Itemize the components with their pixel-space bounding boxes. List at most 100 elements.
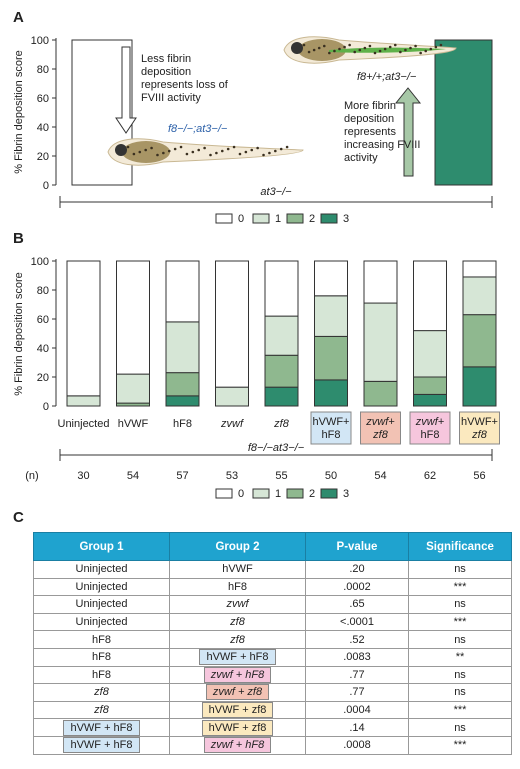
panel-b-legend-swatch	[320, 488, 338, 499]
panel-b-bar-segment	[314, 335, 348, 381]
panel-b-legend-label: 0	[238, 488, 244, 500]
down-arrow-icon	[115, 46, 137, 134]
panel-b-y-tick-label: 60	[37, 314, 49, 326]
panel-b-bar-segment	[215, 386, 249, 407]
fish-mutant-spot	[173, 147, 177, 151]
fish-wildtype-spot	[388, 45, 392, 49]
cell-p-value: .77	[305, 683, 409, 702]
fish-wildtype-spot	[307, 50, 311, 54]
cell-p-value: .65	[305, 595, 409, 614]
panel-b-bar-segment	[116, 260, 150, 375]
cell-group-1: zf8	[33, 700, 170, 720]
cell-text: ns	[454, 563, 466, 576]
panel-b-letter: B	[13, 230, 24, 247]
fish-mutant-spot	[238, 152, 242, 156]
cell-significance: ns	[408, 595, 512, 614]
panel-b-bar-segment	[66, 395, 101, 407]
cell-text: .0083	[343, 651, 371, 664]
panel-b-bar-segment	[215, 260, 249, 388]
panel-b-y-label: % Fibrin deposition score	[13, 272, 25, 396]
panel-b-n-value: 53	[226, 470, 238, 482]
fish-mutant-spot	[191, 150, 195, 154]
cell-significance: ns	[408, 665, 512, 685]
cell-text: .0004	[343, 704, 371, 717]
cell-text: ***	[453, 739, 467, 752]
fish-wildtype-spot	[419, 51, 422, 55]
header-group-1: Group 1	[33, 532, 170, 561]
cell-group-2: zvwf + zf8	[169, 683, 306, 702]
fish-wildtype-spot	[429, 47, 433, 51]
cell-significance: ***	[408, 735, 512, 755]
panel-b-category-label: zf8	[471, 429, 488, 441]
fish-wildtype-spot	[393, 43, 397, 47]
cell-group-2: hVWF	[169, 560, 306, 579]
panel-b-category-label: hF8	[173, 418, 192, 430]
panel-b-legend-swatch	[252, 488, 270, 499]
significance-table: Group 1 Group 2 P-value Significance Uni…	[33, 532, 512, 755]
cell-text: **	[455, 651, 465, 664]
fish-mutant-spot	[220, 149, 224, 153]
panel-b-bar-segment	[363, 260, 398, 304]
cell-text: zf8	[230, 633, 245, 646]
panel-b-bar-segment	[66, 260, 101, 397]
panel-b-n-value: 62	[424, 470, 436, 482]
table-row: Uninjected hVWF .20 ns	[33, 560, 512, 579]
fish-wildtype-spot	[409, 46, 412, 50]
fish-mutant	[107, 138, 304, 166]
cell-p-value: .52	[305, 630, 409, 649]
panel-b-category-label: zf8	[273, 418, 290, 430]
cell-significance: ***	[408, 612, 512, 632]
fish-wildtype-spot	[302, 43, 306, 47]
fish-wildtype-spot	[378, 49, 382, 53]
header-p-value: P-value	[305, 532, 409, 561]
fish-wildtype-spot	[373, 51, 377, 55]
panel-a-y-tick-label: 40	[37, 122, 49, 134]
cell-significance: **	[408, 647, 512, 667]
table-row: hVWF + hF8 hVWF + zf8 .14 ns	[33, 718, 512, 737]
cell-p-value: .20	[305, 560, 409, 579]
panel-b-y-tick-label: 80	[37, 285, 49, 297]
panel-b-legend-swatch	[286, 488, 304, 499]
cell-text: hVWF	[222, 563, 253, 576]
cell-text: Uninjected	[75, 616, 128, 629]
panel-a-text-less: Less fibrin	[141, 53, 191, 65]
cell-significance: ***	[408, 700, 512, 720]
panel-b-category-label: hVWF+	[313, 416, 350, 428]
cell-text: Uninjected	[75, 598, 128, 611]
cell-significance: ns	[408, 683, 512, 702]
fish-mutant-spot	[250, 148, 254, 152]
fish-mutant-spot	[256, 146, 259, 150]
panel-b-bar-segment	[462, 314, 497, 368]
cell-p-value: .0008	[305, 735, 409, 755]
fish-mutant-spot	[215, 151, 218, 155]
cell-group-2: zvwf + hF8	[169, 665, 306, 685]
cell-significance: ns	[408, 560, 512, 579]
fish-mutant-spot	[126, 145, 130, 149]
panel-c-letter: C	[13, 509, 24, 526]
panel-b-bar-segment	[314, 260, 348, 297]
table-header-row: Group 1 Group 2 P-value Significance	[33, 532, 512, 561]
cell-group-2: hVWF + zf8	[169, 718, 306, 737]
cell-significance: ns	[408, 718, 512, 737]
panel-a-y-tick-label: 60	[37, 93, 49, 105]
panel-b-bar-segment	[116, 373, 150, 404]
cell-text: Uninjected	[75, 580, 128, 593]
table-row: hF8 zf8 .52 ns	[33, 630, 512, 649]
panel-a-text-more: activity	[344, 152, 378, 164]
panel-b-legend-label: 1	[275, 488, 281, 500]
fish-wildtype-spot	[343, 45, 346, 49]
fish-mutant-spot	[244, 150, 248, 154]
cell-text: .77	[349, 686, 365, 699]
panel-b-y-tick-label: 40	[37, 343, 49, 355]
panel-b-n-label: (n)	[25, 470, 38, 482]
panel-a-text-more: More fibrin	[344, 100, 396, 112]
panel-b-bar-segment	[314, 379, 348, 407]
panel-a-y-label: % Fibrin deposition score	[13, 50, 25, 174]
panel-b-legend-label: 2	[309, 488, 315, 500]
header-group-2: Group 2	[169, 532, 306, 561]
fish-mutant-spot	[197, 148, 201, 152]
fish-wildtype-spot	[404, 48, 407, 52]
panel-b-bar-segment	[413, 376, 447, 395]
panel-a-text-less: represents loss of	[141, 79, 229, 91]
cell-text: hVWF + hF8	[63, 737, 140, 754]
